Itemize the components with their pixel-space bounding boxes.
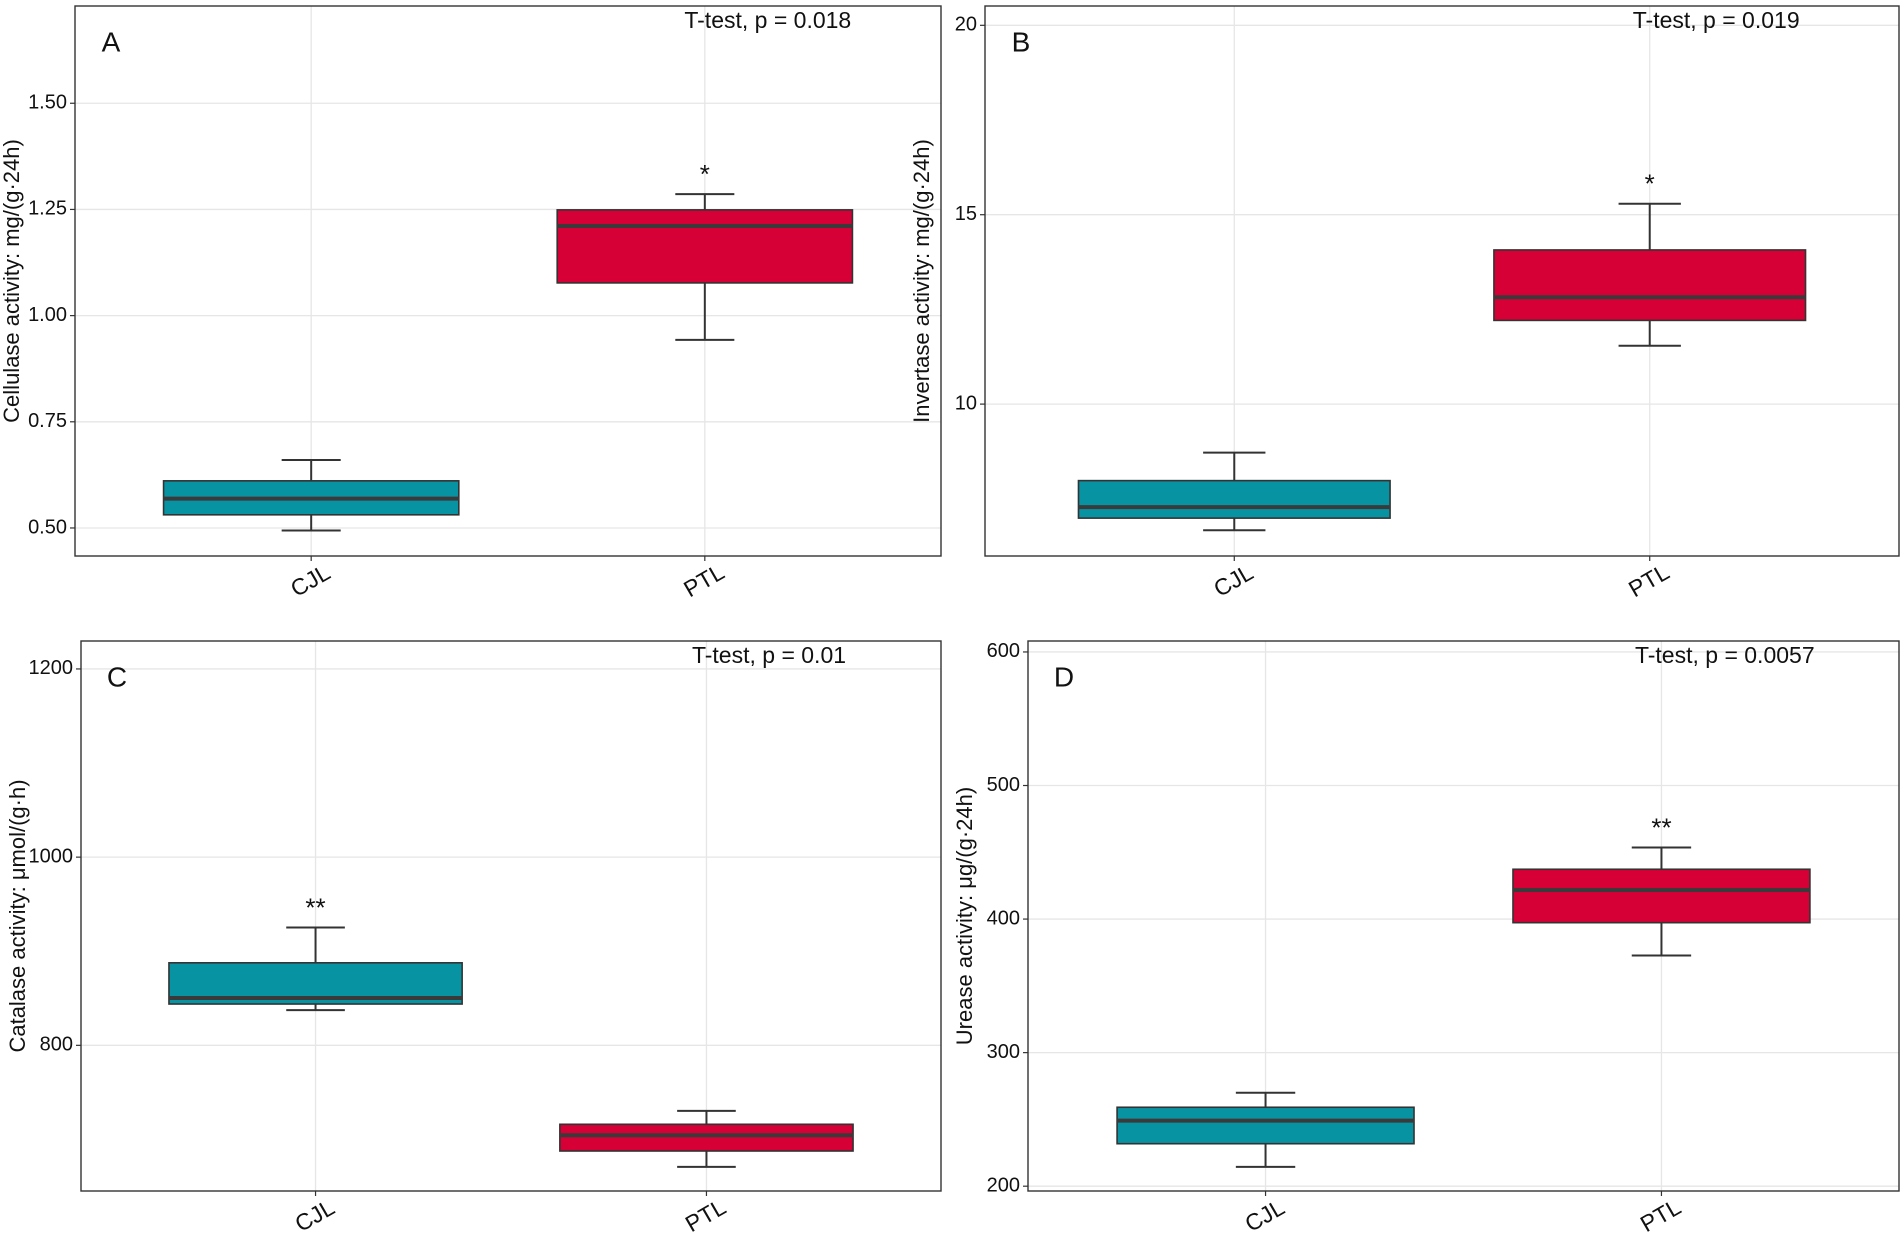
annotation: T-test, p = 0.018 [684,7,851,33]
y-tick-label: 400 [987,907,1020,929]
panel-background [81,641,941,1191]
x-tick-label: PTL [1636,1193,1686,1237]
x-tick-label: CJL [290,1194,339,1237]
panel-label: D [1054,661,1074,692]
y-tick-label: 15 [955,203,977,225]
y-axis-label: Catalase activity: μmol/(g·h) [5,779,30,1052]
panel-border [1027,640,1900,1192]
y-tick-label: 1000 [29,845,74,867]
annotation: T-test, p = 0.019 [1633,7,1800,33]
significance: * [1645,169,1655,199]
box [1116,1106,1415,1145]
x-tick-label: CJL [1209,559,1258,602]
annotation: T-test, p = 0.01 [692,642,846,668]
box [556,209,854,284]
y-tick-label: 200 [987,1174,1020,1196]
y-axis-label: Invertase activity: mg/(g·24h) [909,139,934,423]
y-axis-label: Urease activity: μg/(g·24h) [952,787,977,1045]
x-tick-label: PTL [1624,558,1674,602]
x-tick-label: PTL [681,1193,731,1237]
y-tick-label: 1.50 [28,92,67,114]
panel-border [80,640,942,1192]
panel-label: A [102,26,121,57]
significance: * [700,159,710,189]
x-tick-label: CJL [286,559,335,602]
panel-border [74,5,942,557]
box [559,1123,854,1152]
x-tick-label: PTL [679,558,729,602]
panel-label: C [107,661,127,692]
y-tick-label: 1.00 [28,304,67,326]
significance: ** [1651,812,1671,842]
y-tick-label: 1200 [29,657,74,679]
panel-label: B [1012,26,1031,57]
significance: ** [305,892,325,922]
y-axis-label: Cellulase activity: mg/(g·24h) [0,139,24,423]
x-tick-label: CJL [1240,1194,1289,1237]
y-tick-label: 500 [987,774,1020,796]
y-tick-label: 300 [987,1041,1020,1063]
y-tick-label: 600 [987,640,1020,662]
box [1493,249,1807,322]
y-tick-label: 0.50 [28,516,67,538]
y-tick-label: 1.25 [28,198,67,220]
y-tick-label: 10 [955,392,977,414]
annotation: T-test, p = 0.0057 [1635,642,1815,668]
y-tick-label: 800 [40,1034,73,1056]
box [1512,868,1811,924]
y-tick-label: 20 [955,14,977,36]
y-tick-label: 0.75 [28,410,67,432]
panel-border [984,5,1900,557]
box [1077,479,1391,519]
